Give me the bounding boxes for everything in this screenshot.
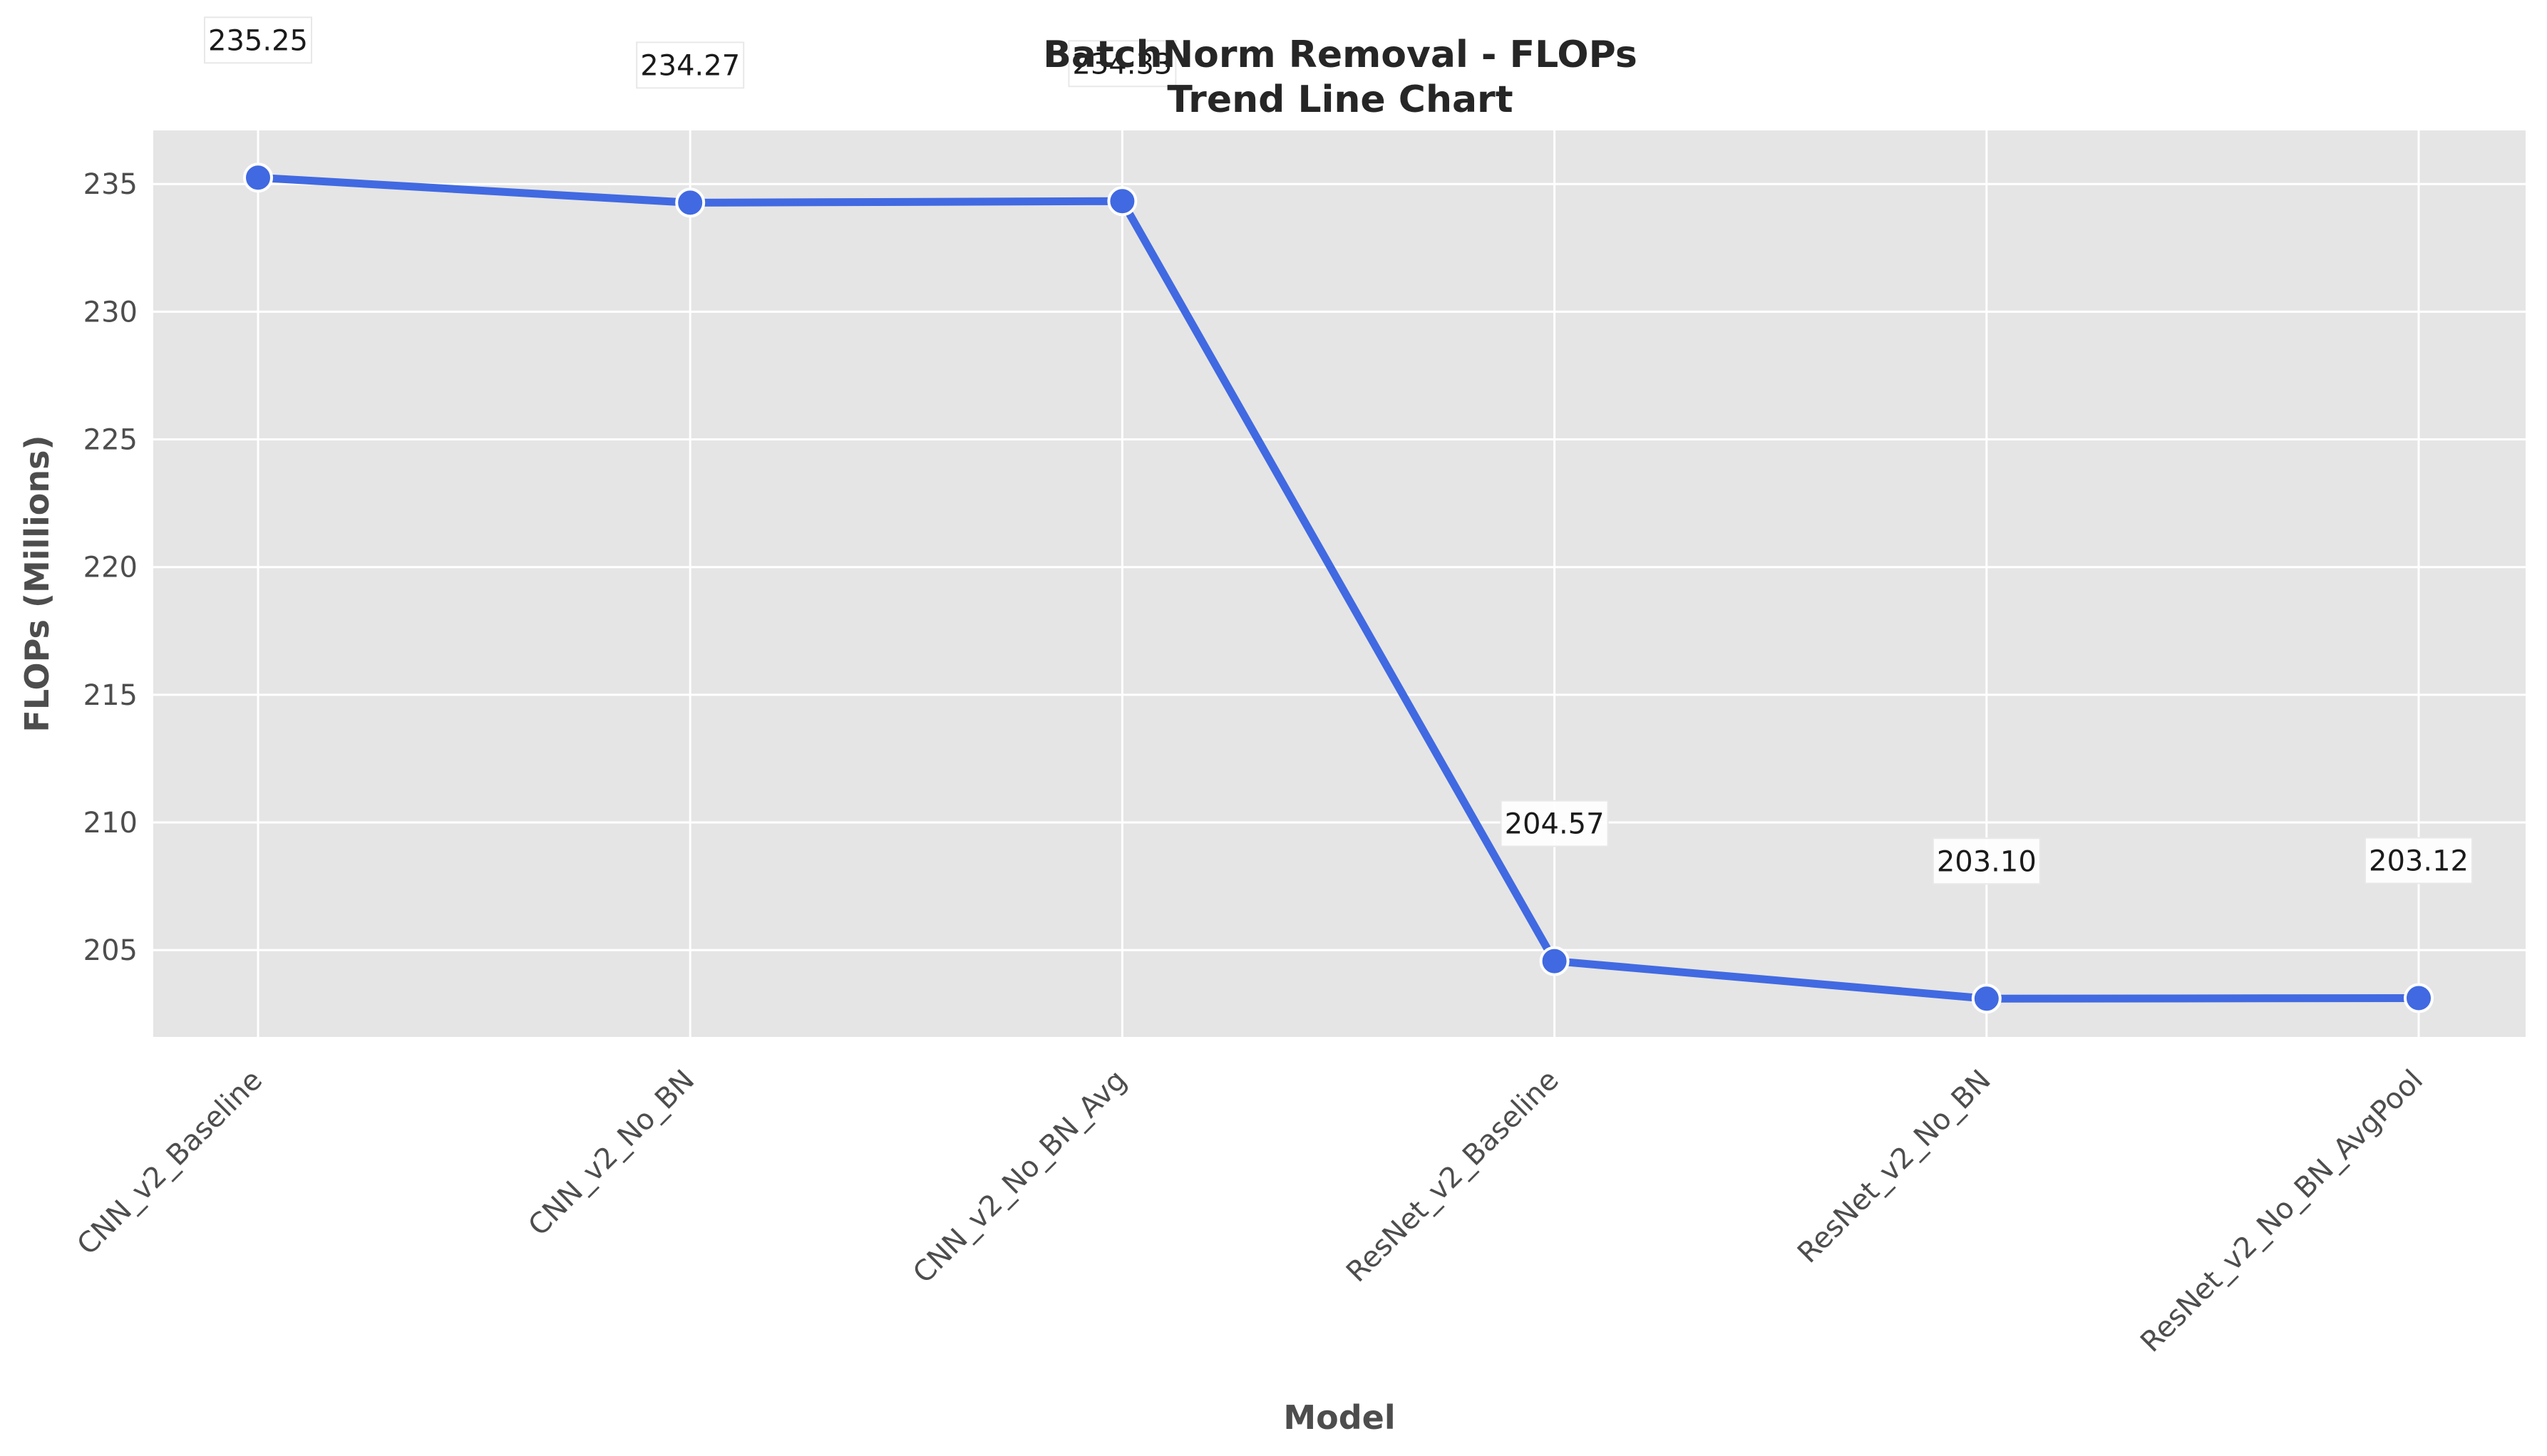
data-label: 203.10 — [1932, 837, 2041, 885]
x-axis-label: Model — [1283, 1398, 1395, 1437]
data-label-box — [204, 16, 312, 64]
data-label-box — [2365, 837, 2473, 884]
data-point — [2404, 983, 2434, 1013]
data-label-text: 234.27 — [640, 49, 740, 82]
y-tick-label: 225 — [83, 424, 138, 457]
x-tick-label: ResNet_v2_No_BN_AvgPool — [2134, 1064, 2429, 1359]
data-point — [1971, 983, 2002, 1014]
data-label-text: 204.57 — [1505, 808, 1605, 841]
series-flops — [243, 162, 2434, 1014]
data-labels: 235.25 234.27 234.33 204.57 203.10 203.12 — [204, 16, 2473, 885]
x-tick-label: CNN_v2_No_BN_Avg — [907, 1064, 1133, 1290]
data-label-text: 234.33 — [1072, 48, 1172, 81]
data-label-text: 235.25 — [208, 24, 308, 57]
data-point — [1107, 186, 1138, 217]
y-tick-label: 210 — [83, 807, 138, 840]
y-tick-label: 220 — [83, 552, 138, 584]
grid — [153, 130, 2526, 1037]
y-tick-label: 215 — [83, 679, 138, 712]
data-label: 234.33 — [1068, 40, 1177, 88]
y-axis-label: FLOPs (Millions) — [18, 435, 56, 732]
data-label-box — [1068, 40, 1177, 88]
data-label: 235.25 — [204, 16, 312, 64]
chart-title: BatchNorm Removal - FLOPs — [1043, 33, 1637, 76]
x-tick-label: CNN_v2_Baseline — [71, 1064, 269, 1262]
y-tick-label: 235 — [83, 168, 138, 201]
data-label-text: 203.10 — [1937, 845, 2037, 878]
y-tick-label: 205 — [83, 934, 138, 967]
y-tick-label: 230 — [83, 296, 138, 329]
x-tick-label: ResNet_v2_Baseline — [1340, 1064, 1565, 1289]
chart-subtitle: Trend Line Chart — [1167, 78, 1513, 121]
data-label: 203.12 — [2365, 837, 2473, 884]
data-label-box — [1500, 800, 1609, 847]
data-label: 204.57 — [1500, 800, 1609, 847]
data-label: 234.27 — [636, 41, 745, 89]
data-label-box — [1932, 837, 2041, 885]
data-label-box — [636, 41, 745, 89]
data-point — [675, 187, 706, 218]
data-point — [243, 162, 273, 193]
data-label-text: 203.12 — [2369, 845, 2469, 878]
series-line — [254, 173, 2423, 1003]
x-tick-label: CNN_v2_No_BN — [522, 1064, 701, 1243]
x-tick-label: ResNet_v2_No_BN — [1791, 1064, 1997, 1270]
data-point — [1539, 946, 1570, 976]
